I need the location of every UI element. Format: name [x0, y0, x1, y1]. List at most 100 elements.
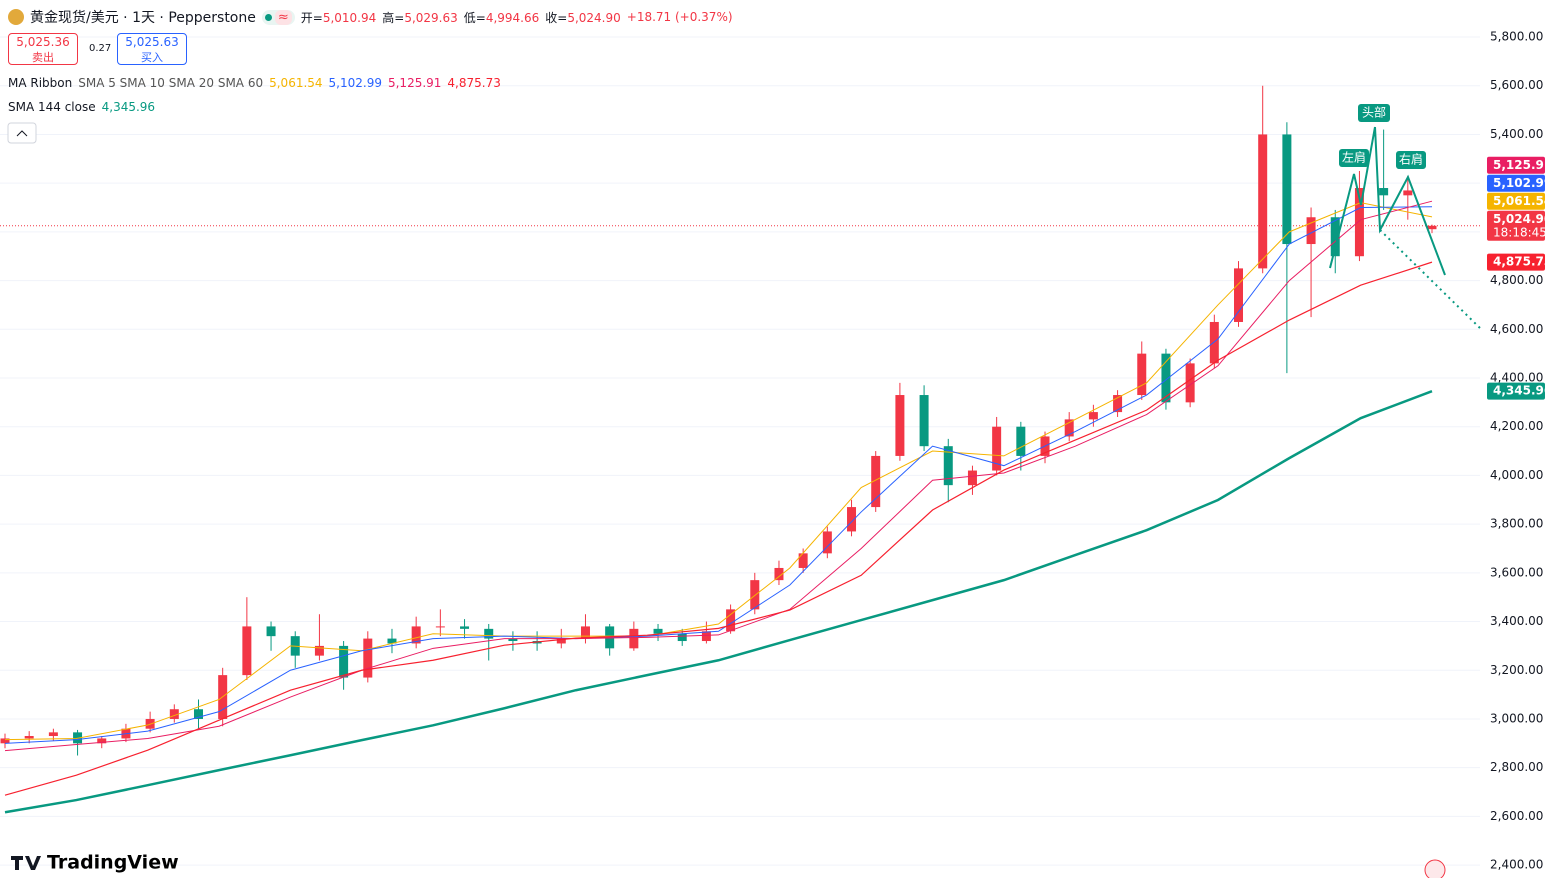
- y-tick-label: 4,400.00: [1490, 370, 1543, 384]
- sell-button[interactable]: 5,025.36 卖出: [8, 33, 78, 65]
- candle-body: [1064, 419, 1074, 437]
- logo-text: TradingView: [47, 852, 179, 874]
- y-tick-label: 2,400.00: [1490, 858, 1543, 872]
- candle-body: [242, 626, 252, 676]
- y-tick-label: 4,600.00: [1490, 322, 1543, 336]
- candle-body: [363, 638, 373, 678]
- y-tick-label: 3,600.00: [1490, 565, 1543, 579]
- price-tag: [1487, 210, 1545, 241]
- ohlc-item: 开=5,010.94: [301, 9, 377, 26]
- ohlc-value: 5,010.94: [322, 10, 377, 25]
- y-tick-label: 3,400.00: [1490, 614, 1543, 628]
- candle-body: [580, 626, 590, 639]
- candle-body: [266, 626, 276, 637]
- y-tick-label: 3,200.00: [1490, 663, 1543, 677]
- buy-label: 买入: [141, 51, 163, 64]
- pattern-label: 左肩: [1342, 150, 1366, 165]
- legend-value: 5,125.91: [387, 76, 442, 90]
- price-tag-label: 5,102.99: [1493, 176, 1549, 190]
- buy-button[interactable]: 5,025.63 买入: [117, 33, 187, 65]
- ohlc-label: 低=: [463, 10, 486, 25]
- spread: 0.27: [89, 43, 112, 54]
- sell-label: 卖出: [32, 51, 54, 64]
- price-tag: [1487, 253, 1545, 271]
- candle-body: [629, 628, 639, 649]
- pattern-line: [1329, 126, 1446, 276]
- y-tick-label: 5,400.00: [1490, 127, 1543, 141]
- candle-body: [1161, 353, 1171, 403]
- price-tag-label: 5,125.91: [1493, 158, 1549, 172]
- y-tick-label: 5,600.00: [1490, 78, 1543, 92]
- candle-body: [1234, 268, 1244, 322]
- y-tick-label: 2,800.00: [1490, 760, 1543, 774]
- ohlc-label: 高=: [382, 10, 405, 25]
- candle-body: [24, 736, 34, 739]
- price-tag-label: 4,875.73: [1493, 255, 1549, 269]
- y-tick-label: 4,800.00: [1490, 273, 1543, 287]
- candle-body: [701, 631, 711, 642]
- candle-body: [677, 633, 687, 642]
- legend-params: SMA 5 SMA 10 SMA 20 SMA 60: [78, 76, 264, 90]
- ma-line: [4, 389, 1433, 814]
- label-box: [1396, 151, 1426, 169]
- legend-value: 5,102.99: [328, 76, 382, 90]
- badge: ≈: [274, 9, 292, 25]
- candle-body: [169, 709, 179, 719]
- legend-title: SMA 144 close: [8, 100, 96, 114]
- ma-line: [4, 202, 1433, 741]
- candle-body: [97, 738, 107, 744]
- candle-body: [1137, 353, 1147, 396]
- legend-value: 4,875.73: [447, 76, 501, 90]
- legend-row: SMA 144 close 4,345.96: [8, 100, 155, 114]
- candle-body: [1016, 426, 1026, 456]
- pattern-label: 头部: [1362, 105, 1386, 120]
- ma-line: [4, 261, 1433, 796]
- price-tag: [1487, 382, 1545, 400]
- candle-body: [1209, 321, 1219, 364]
- candle-body: [726, 609, 736, 632]
- candle-body: [871, 455, 881, 508]
- candle-body: [1403, 190, 1413, 196]
- candle-body: [1379, 188, 1389, 196]
- price-tag: [1487, 192, 1545, 210]
- ma-line: [4, 200, 1433, 752]
- candle-body: [943, 446, 953, 486]
- candle-body: [435, 626, 445, 628]
- ohlc-item: 低=4,994.66: [464, 9, 540, 26]
- ohlc-label: 收=: [545, 10, 568, 25]
- y-tick-label: 5,800.00: [1490, 30, 1543, 44]
- legend-row: MA Ribbon SMA 5 SMA 10 SMA 20 SMA 60 5,0…: [8, 76, 501, 90]
- candle-body: [919, 395, 929, 447]
- candle-body: [411, 626, 421, 644]
- candle-body: [895, 395, 905, 456]
- y-tick-label: 4,200.00: [1490, 419, 1543, 433]
- candle-body: [339, 645, 349, 678]
- y-tick-label: 2,600.00: [1490, 809, 1543, 823]
- legend-title: MA Ribbon: [8, 76, 73, 90]
- candle-body: [1427, 225, 1437, 230]
- pattern-label: 右肩: [1399, 152, 1423, 167]
- price-tag-label: 4,345.96: [1493, 384, 1549, 398]
- price-tag-label: 5,024.90: [1493, 212, 1549, 226]
- candle-body: [387, 638, 397, 644]
- candle-body: [992, 426, 1002, 471]
- flag-icon: [1424, 859, 1446, 878]
- ma-line: [4, 206, 1433, 744]
- candle-body: [1354, 188, 1364, 257]
- candle-body: [556, 638, 566, 644]
- price-tag-label: 5,061.54: [1493, 194, 1549, 208]
- candle-body: [484, 628, 494, 639]
- candle-body: [847, 507, 857, 532]
- countdown: 18:18:45: [1493, 225, 1547, 239]
- candle-body: [822, 531, 832, 554]
- candle-body: [0, 738, 10, 744]
- collapse-button[interactable]: [7, 122, 37, 144]
- candle-body: [48, 732, 58, 737]
- candle-body: [798, 553, 808, 568]
- legend-value: 5,061.54: [269, 76, 323, 90]
- symbol-title: 黄金现货/美元 · 1天 · Pepperstone: [30, 10, 256, 26]
- candle-body: [460, 626, 470, 629]
- y-tick-label: 3,800.00: [1490, 517, 1543, 531]
